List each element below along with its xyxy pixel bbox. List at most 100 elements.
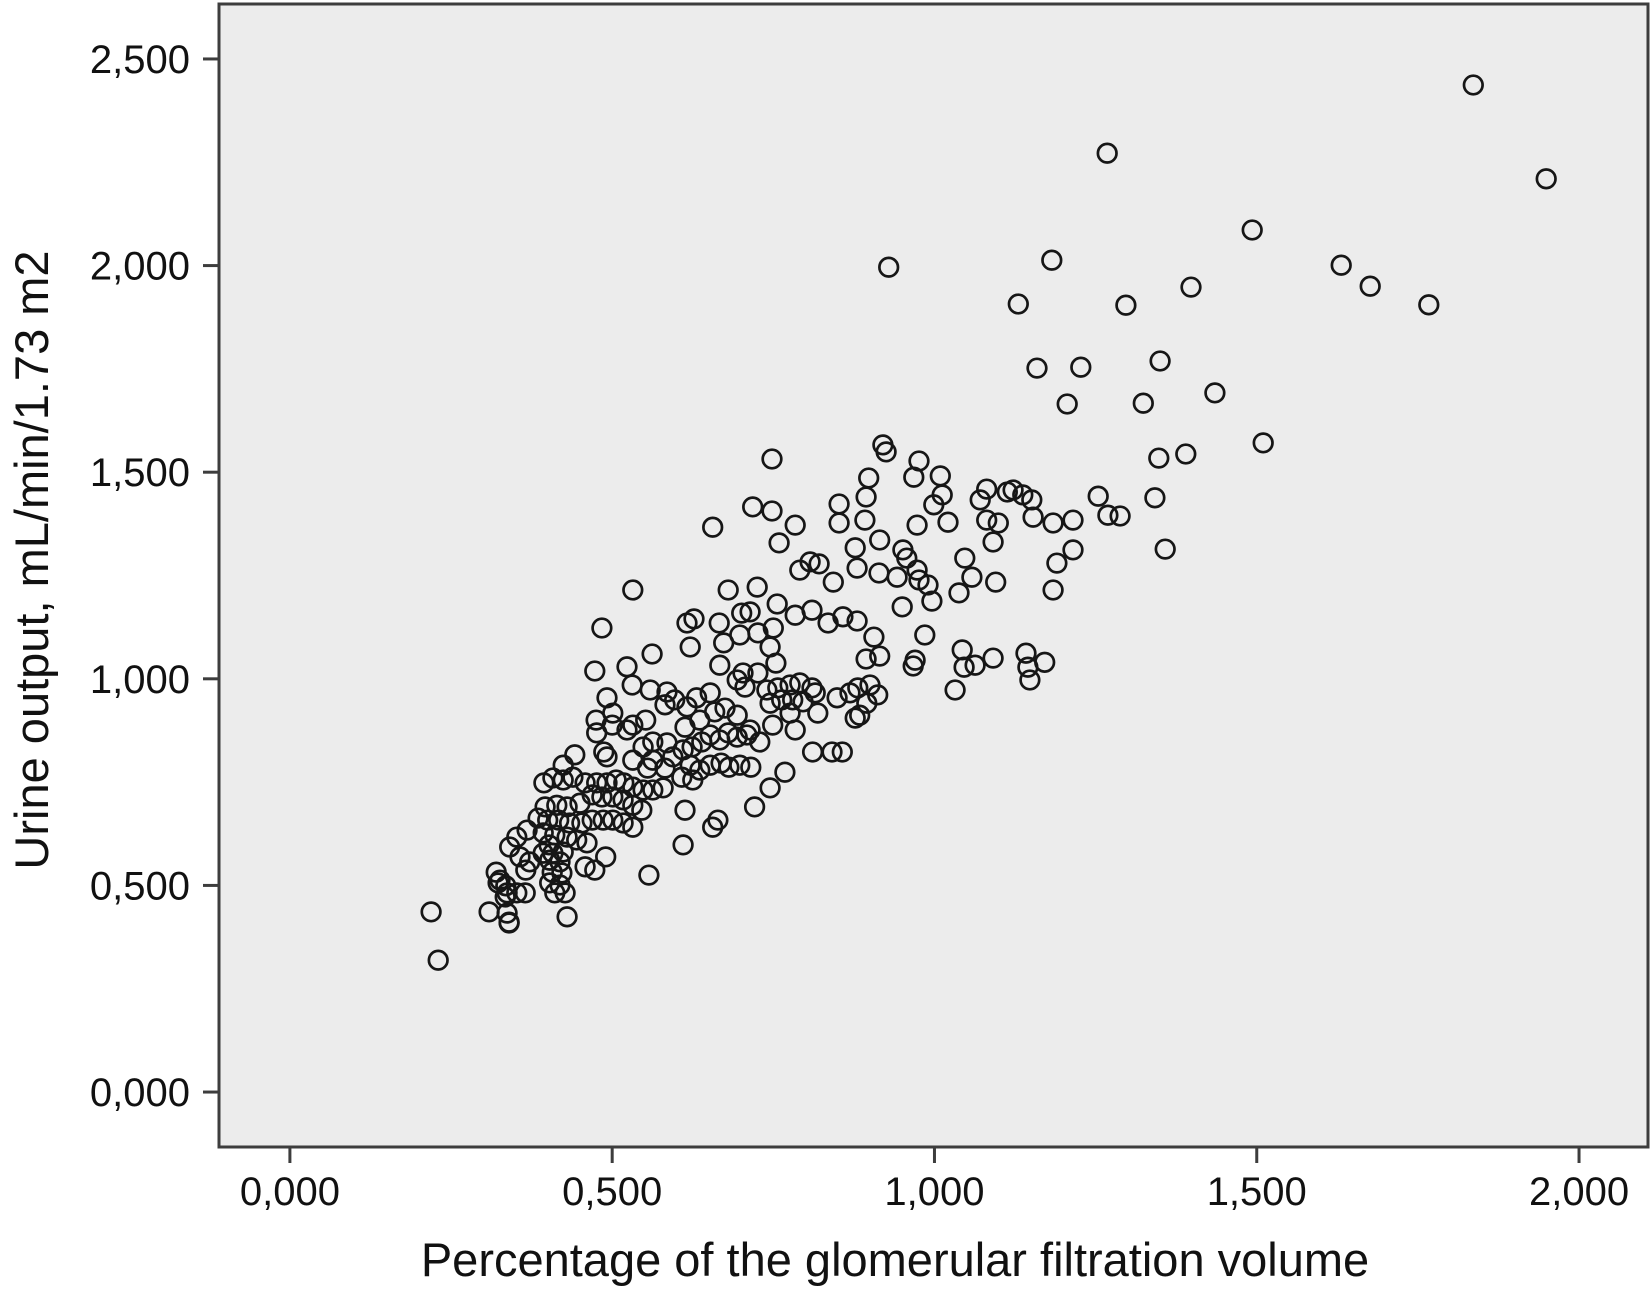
- scatter-point: [1087, 485, 1109, 507]
- scatter-point: [485, 861, 507, 883]
- scatter-point: [937, 511, 959, 533]
- scatter-point: [672, 834, 694, 856]
- scatter-point: [596, 772, 618, 794]
- scatter-point: [1149, 350, 1171, 372]
- scatter-point: [586, 722, 608, 744]
- scatter-point: [902, 655, 924, 677]
- scatter-point: [828, 512, 850, 534]
- scatter-point: [856, 692, 878, 714]
- scatter-point: [654, 757, 676, 779]
- scatter-point: [749, 731, 771, 753]
- y-tick-label: 2,000: [90, 245, 190, 289]
- scatter-point: [616, 719, 638, 741]
- scatter-point: [1042, 512, 1064, 534]
- scatter-point: [1204, 382, 1226, 404]
- scatter-point: [1462, 74, 1484, 96]
- scatter-point: [953, 656, 975, 678]
- scatter-point: [1109, 505, 1131, 527]
- scatter-point: [729, 754, 751, 776]
- scatter-point: [1175, 443, 1197, 465]
- scatter-point: [699, 682, 721, 704]
- y-tick-label: 1,500: [90, 451, 190, 495]
- scatter-point: [846, 610, 868, 632]
- scatter-point: [849, 704, 871, 726]
- y-axis-title: Urine output, mL/min/1.73 m2: [5, 250, 58, 869]
- scatter-point: [564, 744, 586, 766]
- scatter-point: [707, 809, 729, 831]
- scatter-point: [964, 654, 986, 676]
- scatter-point: [782, 689, 804, 711]
- scatter-point: [1148, 447, 1170, 469]
- scatter-point: [784, 604, 806, 626]
- scatter-point: [808, 553, 830, 575]
- scatter-point: [622, 579, 644, 601]
- scatter-point: [685, 687, 708, 709]
- plot-area: [219, 4, 1648, 1147]
- scatter-point: [1097, 504, 1119, 526]
- scatter-point: [1144, 487, 1166, 509]
- scatter-point: [804, 682, 826, 704]
- scatter-point: [592, 809, 614, 831]
- scatter-point: [1041, 249, 1063, 271]
- scatter-point: [747, 662, 769, 684]
- scatter-point: [427, 949, 449, 971]
- scatter-point: [574, 772, 596, 794]
- scatter-point: [515, 859, 537, 881]
- scatter-point: [891, 596, 913, 618]
- scatter-point: [759, 777, 781, 799]
- scatter-point: [532, 822, 554, 844]
- scatter-point: [784, 719, 806, 741]
- plot-frame: [217, 2, 1650, 1149]
- scatter-point: [527, 807, 549, 829]
- scatter-point: [784, 514, 806, 536]
- scatter-point: [631, 799, 653, 821]
- scatter-point: [1046, 552, 1068, 574]
- scatter-point: [739, 601, 761, 623]
- scatter-point: [1034, 651, 1056, 673]
- scatter-point: [679, 636, 701, 658]
- scatter-point: [832, 606, 854, 628]
- y-tick-label: 0,000: [90, 1071, 190, 1115]
- scatter-point: [768, 532, 790, 554]
- scatter-point: [566, 829, 588, 851]
- y-tick-label: 2,500: [90, 38, 190, 82]
- scatter-point: [831, 741, 853, 763]
- scatter-point: [641, 643, 663, 665]
- scatter-point: [496, 902, 518, 924]
- scatter-point: [534, 796, 556, 818]
- scatter-point: [906, 559, 928, 581]
- scatter-point: [554, 882, 576, 904]
- scatter-point: [761, 448, 783, 470]
- scatter-point: [1019, 669, 1041, 691]
- scatter-point: [961, 566, 983, 588]
- scatter-point: [982, 647, 1004, 669]
- scatter-point: [766, 593, 788, 615]
- scatter-point: [854, 509, 876, 531]
- scatter-point: [765, 652, 787, 674]
- scatter-point: [1062, 539, 1084, 561]
- scatter-point: [732, 662, 754, 684]
- scatter-point: [917, 574, 939, 596]
- scatter-point: [562, 766, 584, 788]
- scatter-point: [714, 697, 736, 719]
- scatter-point: [985, 571, 1007, 593]
- scatter-point: [576, 832, 598, 854]
- scatter-point: [556, 826, 578, 848]
- scatter-point: [875, 441, 897, 463]
- scatter-point: [878, 256, 900, 278]
- scatter-point: [976, 478, 998, 500]
- y-tick-label: 0,500: [90, 864, 190, 908]
- scatter-point: [1115, 294, 1137, 316]
- scatter-point: [1007, 293, 1029, 315]
- scatter-point: [906, 514, 928, 536]
- x-axis-title: Percentage of the glomerular filtration …: [421, 1233, 1369, 1286]
- scatter-point: [1070, 356, 1092, 378]
- scatter-point: [514, 882, 536, 904]
- x-tick-label: 1,500: [1207, 1170, 1307, 1214]
- scatter-point: [420, 901, 442, 923]
- scatter-point: [581, 809, 603, 831]
- scatter-point: [948, 582, 970, 604]
- scatter-point: [774, 761, 796, 783]
- scatter-point: [622, 714, 644, 736]
